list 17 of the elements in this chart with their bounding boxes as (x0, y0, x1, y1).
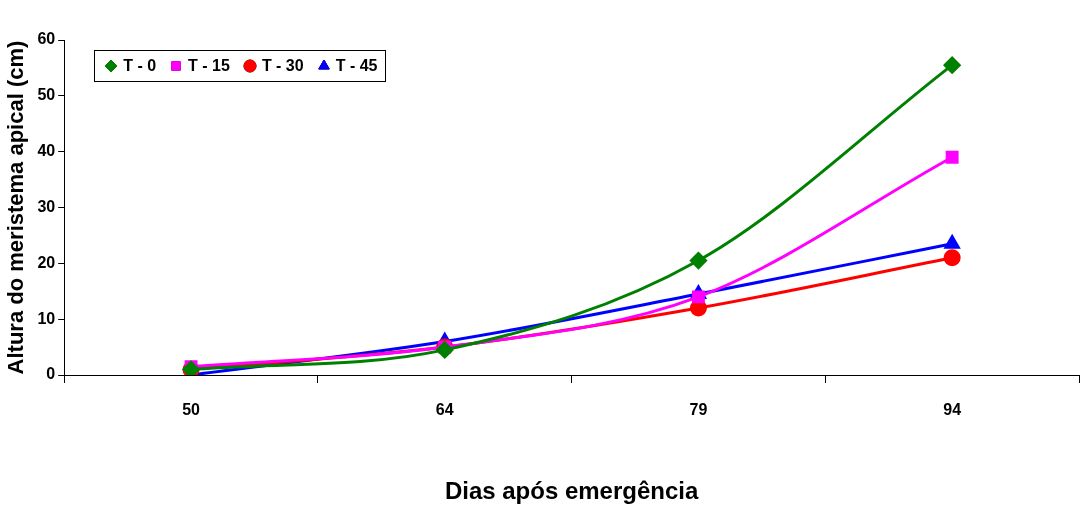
x-tick-label: 50 (182, 401, 201, 419)
legend-label: T - 15 (188, 57, 230, 75)
y-tick-label: 30 (37, 197, 56, 215)
x-tick-label: 94 (943, 401, 962, 419)
y-axis-title: Altura do meristema apical (cm) (3, 40, 29, 375)
y-tick-label: 50 (37, 86, 56, 104)
y-tick-label: 20 (37, 253, 56, 271)
legend-label: T - 0 (123, 57, 157, 75)
y-tick-label: 0 (46, 365, 56, 383)
x-tick-label: 79 (689, 401, 708, 419)
legend-label: T - 30 (261, 57, 304, 75)
y-tick-label: 10 (37, 309, 56, 327)
y-tick-label: 40 (37, 142, 56, 160)
x-tick-label: 64 (435, 401, 454, 419)
legend-label: T - 45 (335, 57, 378, 75)
x-axis-title: Dias após emergência (444, 477, 699, 505)
y-tick-label: 60 (37, 30, 56, 48)
